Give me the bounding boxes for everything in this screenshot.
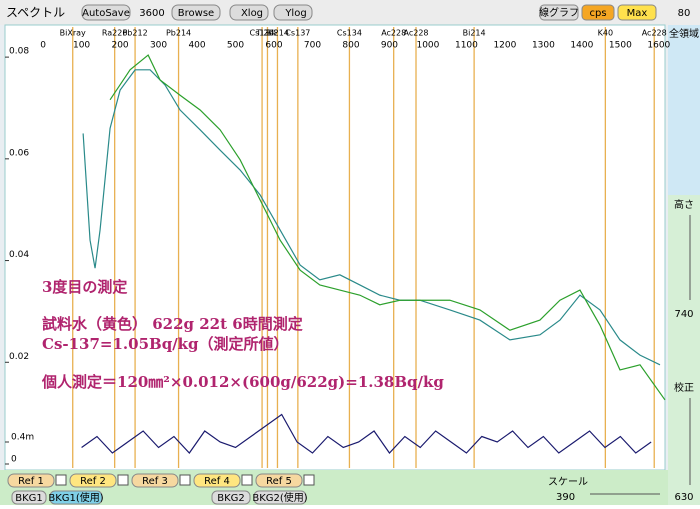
side-top <box>668 25 700 195</box>
x-tick-label: 200 <box>111 41 128 51</box>
autosave-button[interactable] <box>81 4 131 21</box>
max-label: Max <box>627 8 648 19</box>
calib-value: 630 <box>674 492 693 503</box>
ref-label: Ref 4 <box>204 476 230 487</box>
ref-button[interactable] <box>7 473 55 488</box>
ylog-label: Ylog <box>284 8 306 19</box>
title: スペクトル <box>6 6 65 20</box>
nuclide-label: Cs134 <box>337 29 362 38</box>
lower-y-tick-label: 0 <box>11 455 17 465</box>
bkg1-label: BKG1 <box>15 493 43 504</box>
xlog-label: Xlog <box>241 8 263 19</box>
x-tick-label: 1100 <box>455 41 478 51</box>
side-top-value: 80 <box>678 8 691 19</box>
bkg1-used-button[interactable] <box>49 490 103 505</box>
ref-label: Ref 1 <box>18 476 44 487</box>
annotation: Cs-137=1.05Bq/kg（測定所値） <box>42 335 289 353</box>
cps-label: cps <box>589 8 606 19</box>
y-tick-label: 0.04 <box>9 250 29 260</box>
x-tick-label: 700 <box>304 41 321 51</box>
plot-area <box>4 24 666 471</box>
x-tick-label: 1600 <box>647 41 670 51</box>
bkg2-used-button[interactable] <box>253 490 307 505</box>
annotation: 試料水（黄色） 622g 22t 6時間測定 <box>42 315 303 333</box>
height-label: 高さ <box>674 198 694 211</box>
x-tick-label: 1400 <box>570 41 593 51</box>
browse-button[interactable] <box>171 4 221 21</box>
ref-checkbox[interactable] <box>55 474 67 486</box>
ref-button[interactable] <box>69 473 117 488</box>
nuclide-label: Ac228 <box>404 29 429 38</box>
ref-checkbox[interactable] <box>179 474 191 486</box>
nuclide-label: Bi214 <box>266 29 289 38</box>
xlog-button[interactable] <box>229 4 269 21</box>
autosave-label: AutoSave <box>82 8 130 19</box>
bkg2-used-label: BKG2(使用) <box>252 491 307 504</box>
nuclide-label: Ac228 <box>381 29 406 38</box>
ref-label: Ref 2 <box>80 476 106 487</box>
max-button[interactable] <box>617 4 657 21</box>
nuclide-label: Ac228 <box>642 29 667 38</box>
nuclide-label: BiXray <box>60 29 86 38</box>
spectrum-line <box>82 69 661 366</box>
cps-button[interactable] <box>581 4 615 21</box>
ref-checkbox[interactable] <box>303 474 315 486</box>
range-label: 全領域 <box>669 27 699 40</box>
scale-label: スケール <box>548 476 588 488</box>
browse-label: Browse <box>178 8 214 19</box>
height-value: 740 <box>674 309 693 320</box>
nuclide-label: Cs137 <box>285 29 310 38</box>
ref-button[interactable] <box>193 473 241 488</box>
x-tick-label: 600 <box>265 41 282 51</box>
nuclide-label: Pb214 <box>166 29 191 38</box>
bkg2-button[interactable] <box>211 490 251 505</box>
side-bottom <box>668 195 700 505</box>
calib-label: 校正 <box>674 381 694 394</box>
ref-label: Ref 3 <box>142 476 168 487</box>
x-tick-label: 800 <box>342 41 359 51</box>
ref-button[interactable] <box>131 473 179 488</box>
nuclide-label: Bi214 <box>463 29 486 38</box>
x-tick-label: 900 <box>381 41 398 51</box>
x-tick-label: 500 <box>227 41 244 51</box>
x-tick-label: 1000 <box>416 41 439 51</box>
x-tick-label: 400 <box>188 41 205 51</box>
nuclide-label: Cs134 <box>250 29 275 38</box>
annotation: 個人測定＝120㎜²×0.012×(600g/622g)=1.38Bq/kg <box>41 373 444 391</box>
ref-checkbox[interactable] <box>241 474 253 486</box>
ylog-button[interactable] <box>273 4 313 21</box>
bkg1-button[interactable] <box>11 490 47 505</box>
ref-button[interactable] <box>255 473 303 488</box>
x-tick-label: 1200 <box>493 41 516 51</box>
nuclide-label: Ra226 <box>102 29 128 38</box>
x-tick-label: 0 <box>40 41 46 51</box>
lower-y-tick-label: 0.4m <box>11 433 34 443</box>
ref-checkbox[interactable] <box>117 474 129 486</box>
graph-button[interactable] <box>539 4 579 21</box>
graph-label: 線グラフ <box>539 6 579 19</box>
annotation: 3度目の測定 <box>42 278 127 296</box>
ref-label: Ref 5 <box>266 476 292 487</box>
nuclide-label: Tl208 <box>255 29 278 38</box>
time-value: 3600 <box>139 8 164 19</box>
bkg1-used-label: BKG1(使用) <box>48 491 103 504</box>
y-tick-label: 0.08 <box>9 47 29 57</box>
y-tick-label: 0.02 <box>9 352 29 362</box>
y-tick-label: 0.06 <box>9 148 29 158</box>
bkg2-label: BKG2 <box>217 493 245 504</box>
scale-value: 390 <box>556 492 575 503</box>
residual-line <box>81 413 652 454</box>
x-tick-label: 100 <box>73 41 90 51</box>
x-tick-label: 1300 <box>532 41 555 51</box>
x-tick-label: 1500 <box>609 41 632 51</box>
nuclide-label: K40 <box>598 29 613 38</box>
spectrum-line <box>109 54 666 401</box>
nuclide-label: Pb212 <box>122 29 147 38</box>
x-tick-label: 300 <box>150 41 167 51</box>
